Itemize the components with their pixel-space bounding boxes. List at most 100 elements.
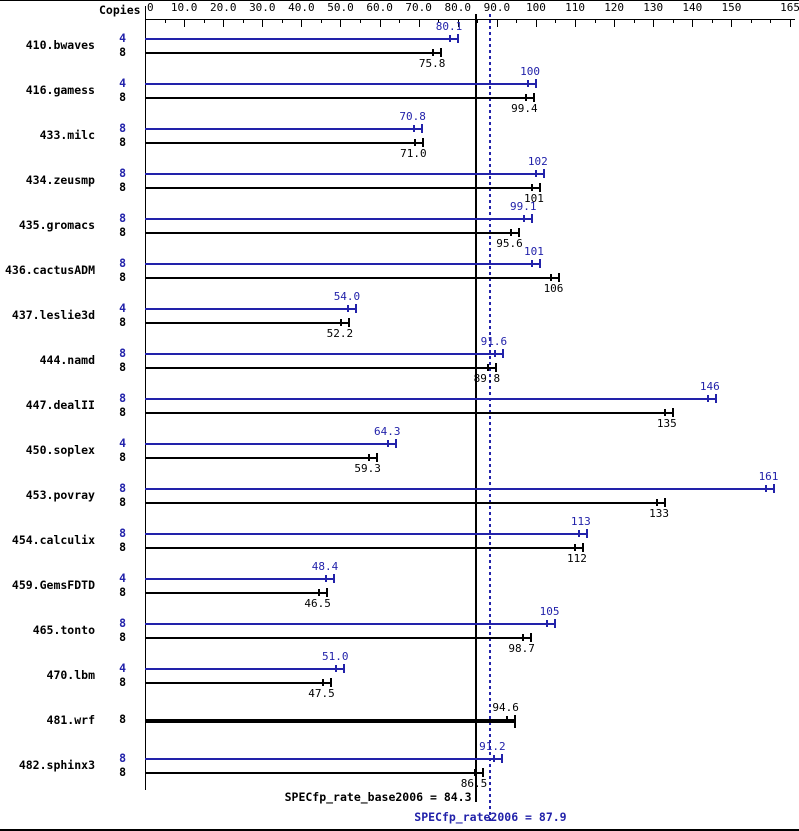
- bar-base-value-label: 135: [656, 417, 677, 430]
- bar-peak-run-tick: [387, 440, 390, 447]
- axis-tick-label: 120: [604, 1, 625, 14]
- bar-peak: [145, 398, 716, 400]
- bar-base-value-label: 99.4: [511, 102, 538, 115]
- bar-peak-run-tick: [577, 530, 580, 537]
- bar-peak-run-tick: [523, 215, 526, 222]
- bar-peak-end-tick: [773, 484, 776, 493]
- bar-peak-run-tick: [706, 395, 709, 402]
- bar-base-run-tick: [524, 94, 527, 101]
- benchmark-name: 481.wrf: [46, 713, 95, 727]
- bar-base-end-tick: [529, 633, 532, 642]
- row-origin-stub: [145, 167, 146, 195]
- bar-base-end-tick: [532, 93, 535, 102]
- copies-column-header: Copies: [99, 3, 141, 17]
- benchmark-name: 416.gamess: [25, 83, 95, 97]
- bar-base: [145, 232, 519, 234]
- bar-base-value-label: 75.8: [418, 57, 446, 70]
- axis-minor-tick: [672, 20, 674, 23]
- axis-major-tick: [535, 20, 537, 27]
- bar-base-run-tick: [550, 274, 553, 281]
- bar-peak-run-tick: [534, 170, 537, 177]
- bar-base: [145, 367, 497, 369]
- bar-peak: [145, 83, 536, 85]
- copies-value-base: 8: [119, 450, 126, 464]
- benchmark-name: 482.sphinx3: [18, 758, 95, 772]
- bar-peak-value-label: 161: [758, 470, 779, 483]
- axis-minor-tick: [711, 20, 713, 23]
- copies-value-base: 8: [119, 315, 126, 329]
- row-origin-stub: [145, 437, 146, 465]
- bar-peak-end-tick: [333, 574, 336, 583]
- axis-major-tick: [184, 20, 186, 27]
- bar-base-run-tick: [521, 634, 524, 641]
- bar-base-end-tick: [329, 678, 332, 687]
- axis-major-tick: [223, 20, 225, 27]
- axis-major-tick: [262, 20, 264, 27]
- axis-minor-tick: [633, 20, 635, 23]
- benchmark-name: 434.zeusmp: [25, 173, 95, 187]
- bar-base: [145, 187, 540, 189]
- bar-peak-value-label: 102: [527, 155, 548, 168]
- bar-base-value-label: 89.8: [473, 372, 501, 385]
- bar-peak-run-tick: [546, 620, 549, 627]
- x-axis-line: [145, 19, 795, 20]
- axis-minor-tick: [516, 20, 518, 23]
- axis-major-tick: [379, 20, 381, 27]
- bar-base: [145, 682, 331, 684]
- bar-base-end-tick: [513, 715, 516, 728]
- bar-base-end-tick: [517, 228, 520, 237]
- bar-base-value-label: 101: [524, 192, 544, 205]
- axis-major-tick: [457, 20, 459, 27]
- bar-base: [145, 547, 583, 549]
- row-origin-stub: [145, 212, 146, 240]
- bar-base-end-tick: [495, 363, 498, 372]
- bar-base-run-tick: [487, 364, 490, 371]
- bar-peak-end-tick: [542, 169, 545, 178]
- axis-major-tick: [614, 20, 616, 27]
- bar-base-end-tick: [558, 273, 561, 282]
- bar-peak-run-tick: [335, 665, 338, 672]
- row-origin-stub: [145, 77, 146, 105]
- bar-peak-run-tick: [412, 125, 415, 132]
- axis-tick-label: 110: [565, 1, 585, 14]
- bar-base: [145, 457, 377, 459]
- bar-peak: [145, 353, 504, 355]
- bar-base-value-label: 95.6: [496, 237, 523, 250]
- copies-value-base: 8: [119, 180, 126, 194]
- bar-base-run-tick: [432, 49, 435, 56]
- axis-major-tick: [496, 20, 498, 27]
- copies-value-base: 8: [119, 45, 126, 59]
- benchmark-name: 447.dealII: [25, 398, 95, 412]
- top-border: [0, 0, 799, 1]
- copies-value-base: 8: [119, 360, 126, 374]
- copies-value-peak: 4: [119, 436, 126, 450]
- bar-peak-end-tick: [554, 619, 557, 628]
- axis-minor-tick: [594, 20, 596, 23]
- bar-peak: [145, 263, 540, 265]
- copies-value-peak: 8: [119, 121, 126, 135]
- bar-base-run-tick: [321, 679, 324, 686]
- benchmark-name: 465.tonto: [32, 623, 95, 637]
- copies-value-base: 8: [119, 585, 126, 599]
- row-origin-stub: [145, 482, 146, 510]
- axis-minor-tick: [438, 20, 440, 23]
- bar-base-end-tick: [348, 318, 351, 327]
- bar-peak-end-tick: [585, 529, 588, 538]
- bar-base-run-tick: [509, 229, 512, 236]
- row-origin-stub: [145, 617, 146, 645]
- bottom-border: [0, 829, 799, 831]
- bar-base-run-tick: [367, 454, 370, 461]
- bar-base-value-label: 86.5: [460, 777, 488, 790]
- axis-minor-tick: [281, 20, 283, 23]
- bar-peak-value-label: 100: [520, 65, 540, 78]
- bar-base: [145, 592, 327, 594]
- bar-peak: [145, 488, 775, 490]
- bar-peak-value-label: 80.1: [435, 20, 463, 33]
- bar-peak: [145, 443, 397, 445]
- axis-minor-tick: [360, 20, 361, 23]
- bar-base-value-label: 59.3: [354, 462, 381, 475]
- base-reference-line: [474, 14, 477, 802]
- copies-value-peak: 8: [119, 616, 126, 630]
- copies-value-peak: 4: [119, 301, 126, 315]
